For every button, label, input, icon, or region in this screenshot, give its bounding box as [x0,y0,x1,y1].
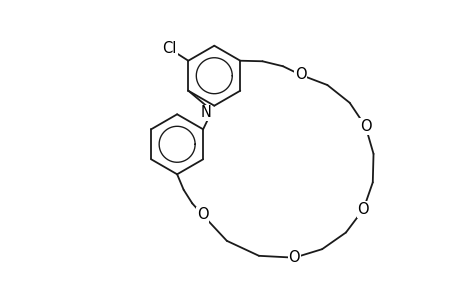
Text: N: N [200,105,211,120]
Text: Cl: Cl [162,41,177,56]
Text: O: O [359,119,370,134]
Text: O: O [294,68,306,82]
Text: O: O [357,202,369,217]
Text: O: O [288,250,300,265]
Text: O: O [196,207,208,222]
